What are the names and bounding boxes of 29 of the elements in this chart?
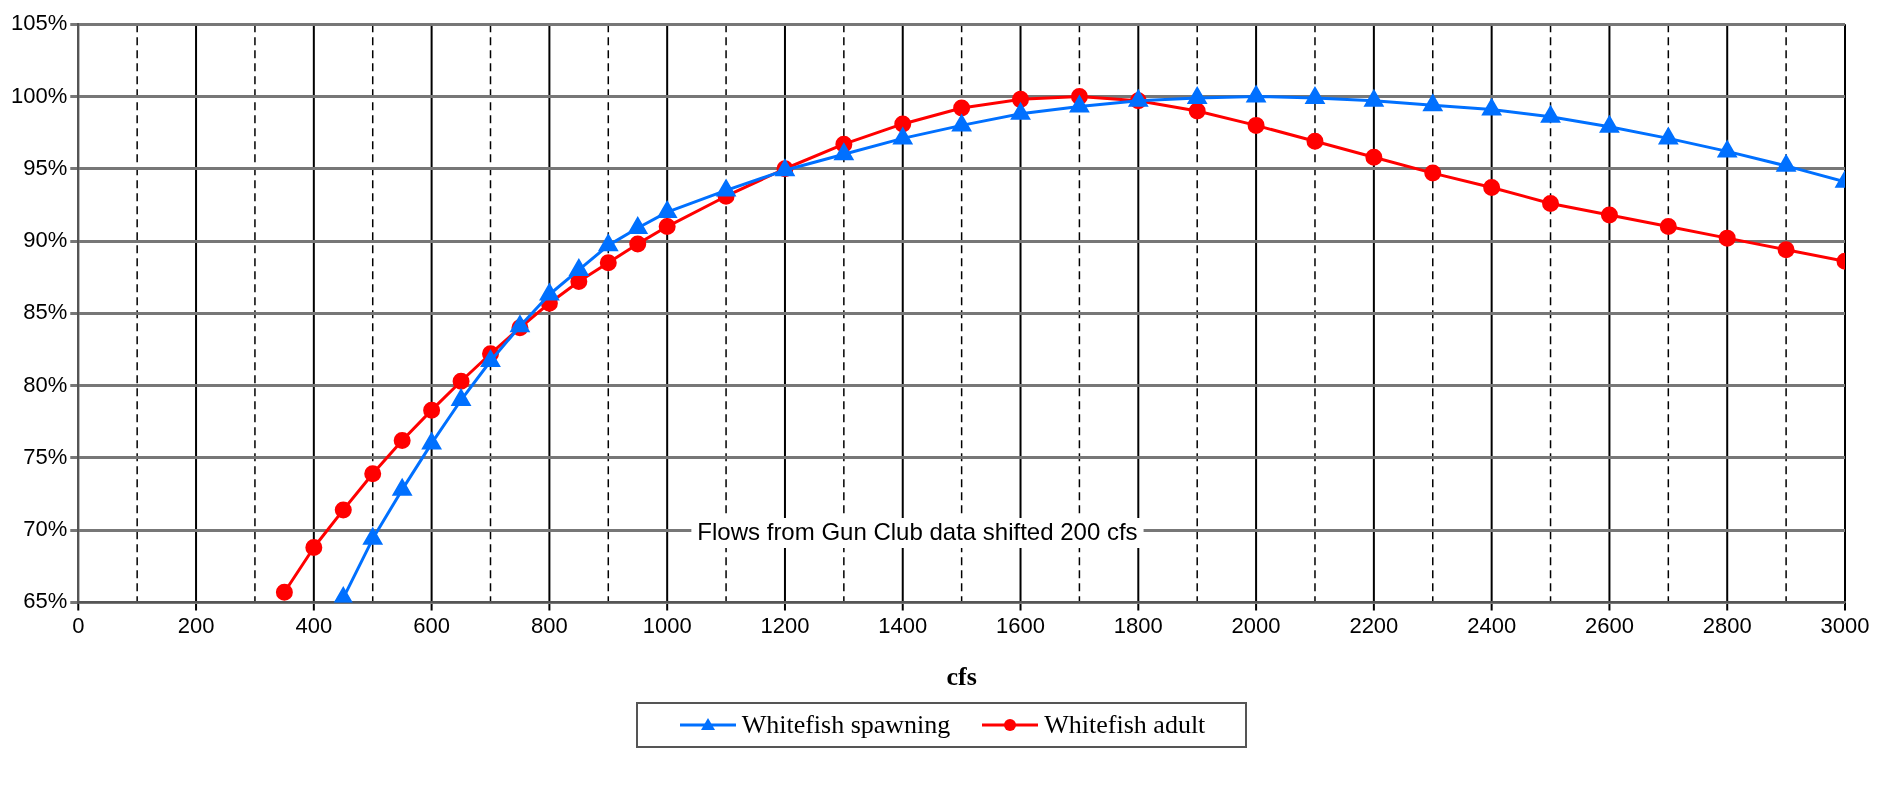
legend-label: Whitefish adult — [1044, 710, 1206, 740]
x-tick-label: 1200 — [760, 612, 810, 638]
y-tick-label: 105% — [10, 10, 68, 36]
y-tick-label: 90% — [23, 227, 68, 253]
x-tick-label: 2800 — [1702, 612, 1752, 638]
x-tick-label: 1400 — [878, 612, 928, 638]
x-tick-label: 1600 — [996, 612, 1045, 638]
x-tick-label: 2600 — [1584, 612, 1634, 638]
x-tick-label: 600 — [413, 612, 450, 638]
x-tick-label: 200 — [177, 612, 215, 638]
x-tick-label: 2200 — [1349, 612, 1399, 638]
x-tick-label: 800 — [531, 612, 568, 638]
x-tick-label: 1800 — [1113, 612, 1163, 638]
annotation: Flows from Gun Club data shifted 200 cfs — [697, 517, 1138, 545]
y-tick-label: 65% — [23, 588, 68, 614]
y-tick-label: 75% — [23, 443, 68, 469]
x-tick-label: 400 — [295, 612, 333, 638]
x-tick-label: 2400 — [1467, 612, 1517, 638]
legend-label: Whitefish spawning — [741, 710, 951, 740]
x-tick-label: 3000 — [1820, 612, 1870, 638]
y-tick-label: 100% — [10, 82, 68, 108]
x-tick-label: 0 — [72, 612, 85, 638]
x-tick-label: 1000 — [642, 612, 692, 638]
y-tick-label: 80% — [23, 371, 68, 397]
y-tick-label: 95% — [23, 154, 68, 180]
y-tick-label: 85% — [23, 299, 68, 325]
y-tick-label: 70% — [23, 516, 68, 542]
x-tick-label: 2000 — [1231, 612, 1281, 638]
x-axis-title: cfs — [946, 662, 977, 692]
